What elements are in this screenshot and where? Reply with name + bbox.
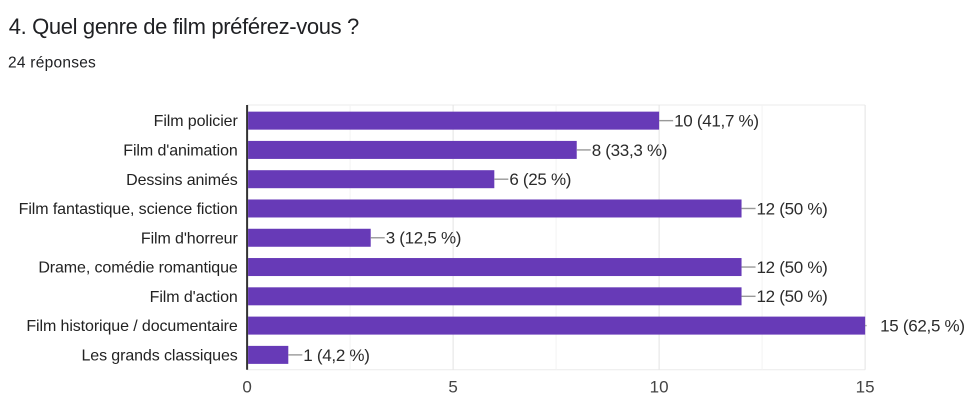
svg-text:0: 0: [242, 378, 251, 397]
svg-text:24 réponses: 24 réponses: [8, 54, 96, 71]
svg-text:12 (50 %): 12 (50 %): [757, 258, 828, 277]
svg-text:Film historique / documentaire: Film historique / documentaire: [26, 318, 238, 335]
svg-text:10 (41,7 %): 10 (41,7 %): [674, 112, 759, 131]
svg-text:Les grands classiques: Les grands classiques: [81, 347, 237, 364]
svg-text:Film fantastique, science fict: Film fantastique, science fiction: [19, 201, 238, 218]
svg-text:10: 10: [650, 378, 669, 397]
svg-text:Film d'horreur: Film d'horreur: [141, 230, 239, 247]
svg-text:4. Quel genre de film préférez: 4. Quel genre de film préférez-vous ?: [9, 14, 359, 39]
svg-text:12 (50 %): 12 (50 %): [757, 287, 828, 306]
svg-text:Drame, comédie romantique: Drame, comédie romantique: [38, 260, 238, 277]
svg-text:1 (4,2 %): 1 (4,2 %): [303, 346, 369, 365]
svg-text:5: 5: [448, 378, 457, 397]
svg-text:12 (50 %): 12 (50 %): [757, 199, 828, 218]
svg-text:Film policier: Film policier: [154, 113, 239, 130]
svg-text:15 (62,5 %): 15 (62,5 %): [880, 317, 965, 336]
svg-text:3 (12,5 %): 3 (12,5 %): [386, 229, 461, 248]
svg-text:Dessins animés: Dessins animés: [126, 172, 238, 189]
svg-text:15: 15: [856, 378, 875, 397]
svg-text:6 (25 %): 6 (25 %): [509, 170, 571, 189]
svg-text:Film d'action: Film d'action: [150, 289, 238, 306]
svg-text:Film d'animation: Film d'animation: [123, 143, 237, 160]
svg-text:8 (33,3 %): 8 (33,3 %): [592, 141, 667, 160]
